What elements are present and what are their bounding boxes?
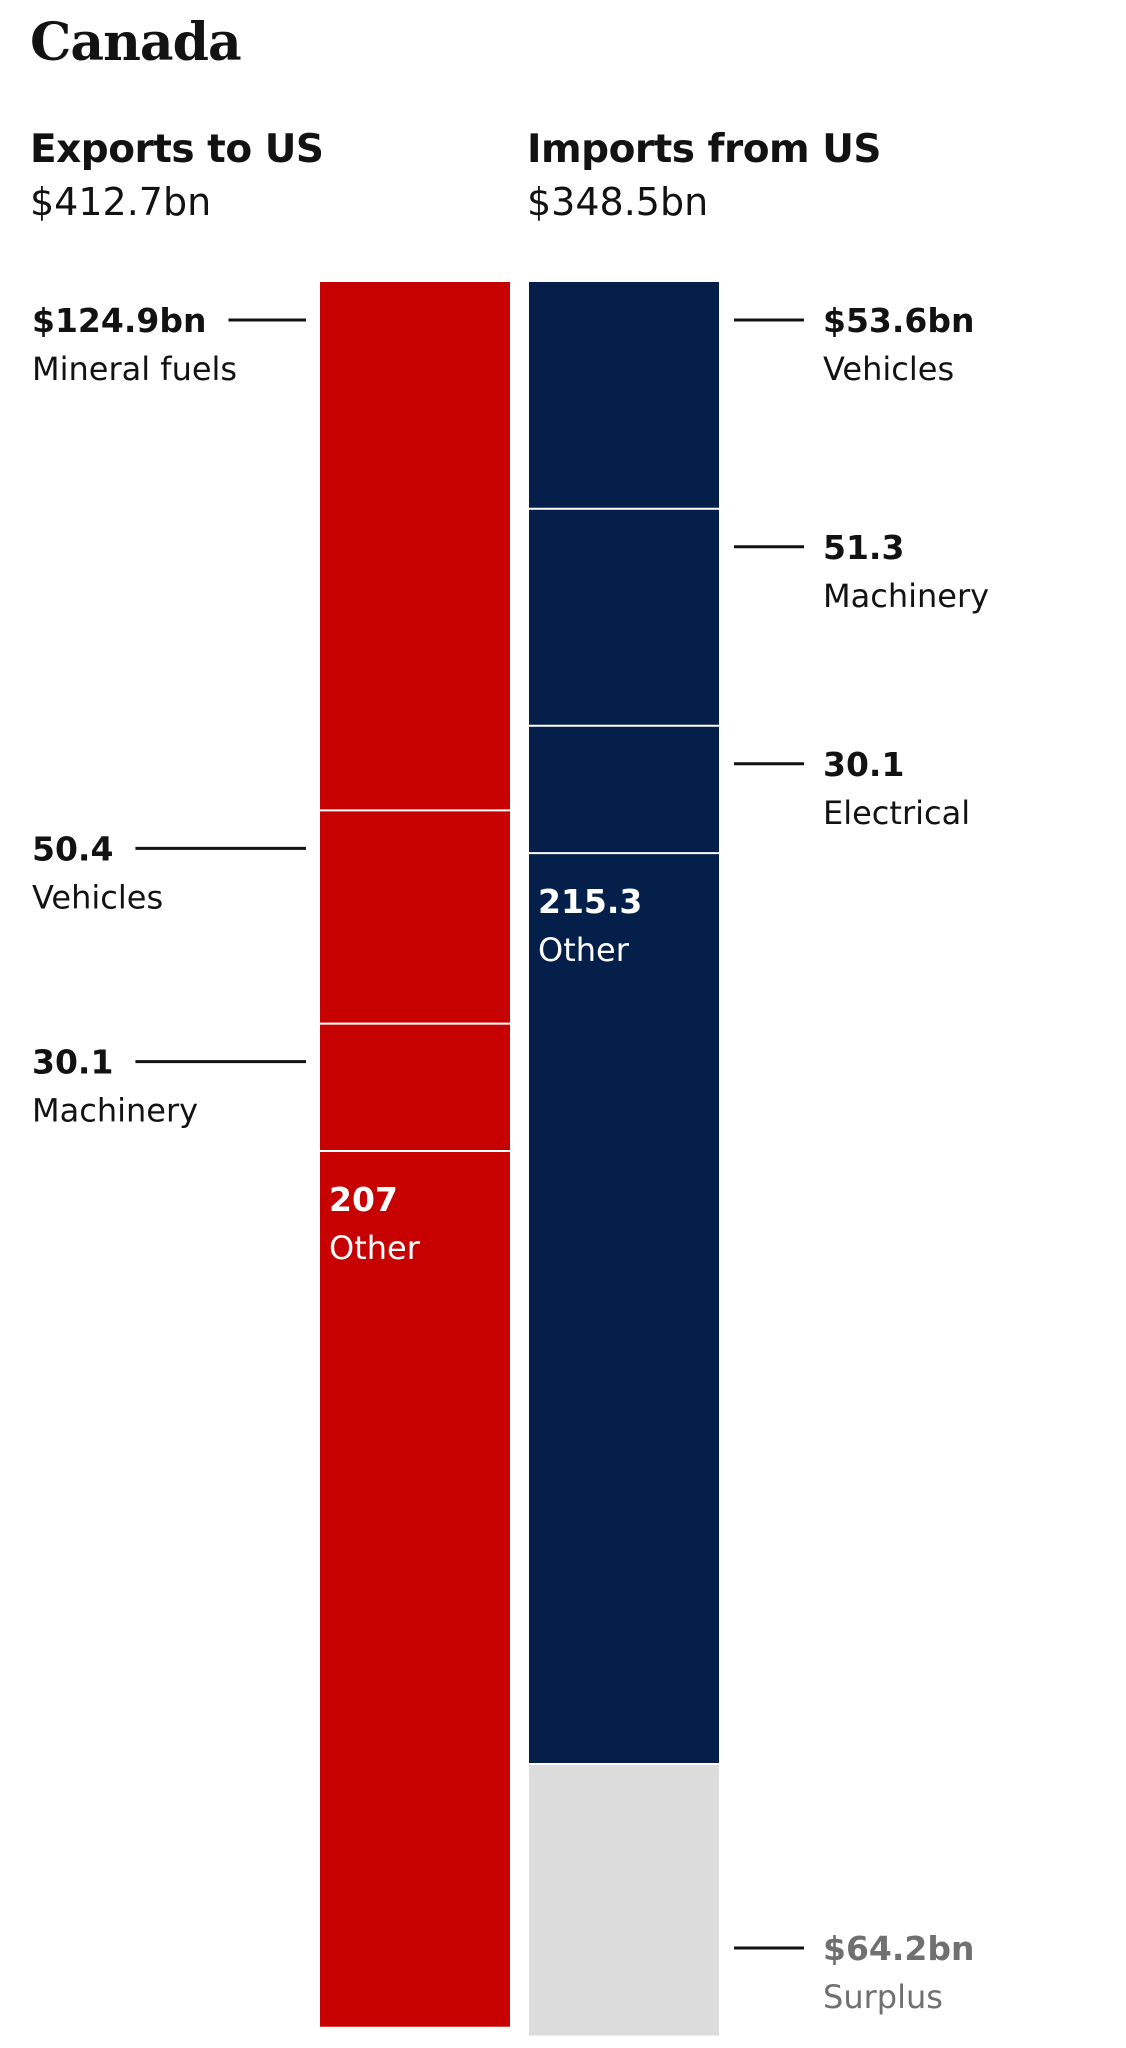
exports-other-category-label: Other (329, 1229, 421, 1267)
exports-mineral-fuels-bar (320, 282, 510, 811)
exports-header-total: $412.7bn (30, 180, 212, 224)
exports-header-label: Exports to US (30, 127, 324, 172)
imports-header-label: Imports from US (527, 127, 882, 172)
exports-other-value-label: 207 (329, 1180, 398, 1219)
exports-machinery-category-label: Machinery (32, 1092, 198, 1130)
imports-surplus-category-label: Surplus (823, 1978, 943, 2016)
imports-header-total: $348.5bn (527, 180, 709, 224)
imports-vehicles-bar (529, 282, 719, 509)
imports-vehicles-category-label: Vehicles (823, 350, 954, 388)
imports-other-value-label: 215.3 (538, 882, 642, 921)
imports-vehicles-value-label: $53.6bn (823, 301, 975, 340)
exports-machinery-value-label: 30.1 (32, 1043, 113, 1082)
imports-electrical-bar (529, 725, 719, 854)
imports-other-category-label: Other (538, 931, 630, 969)
imports-electrical-value-label: 30.1 (823, 745, 904, 784)
imports-machinery-category-label: Machinery (823, 577, 989, 615)
exports-machinery-bar (320, 1023, 510, 1151)
exports-mineral-fuels-category-label: Mineral fuels (32, 350, 237, 388)
exports-vehicles-value-label: 50.4 (32, 829, 113, 868)
exports-vehicles-category-label: Vehicles (32, 878, 163, 916)
exports-mineral-fuels-value-label: $124.9bn (32, 301, 206, 340)
exports-header: Exports to US $412.7bn (30, 124, 324, 228)
imports-surplus-value-label: $64.2bn (823, 1929, 975, 1968)
chart-title: Canada (30, 12, 242, 73)
exports-other-bar (320, 1150, 510, 2027)
imports-machinery-value-label: 51.3 (823, 528, 904, 567)
imports-other-bar (529, 853, 719, 1765)
exports-vehicles-bar (320, 810, 510, 1024)
imports-surplus-bar (529, 1764, 719, 2036)
imports-electrical-category-label: Electrical (823, 794, 970, 832)
imports-machinery-bar (529, 508, 719, 726)
imports-header: Imports from US $348.5bn (527, 124, 882, 228)
